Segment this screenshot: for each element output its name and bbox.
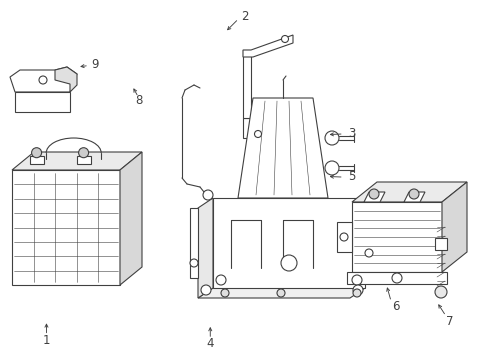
Text: 3: 3 xyxy=(347,127,355,140)
Circle shape xyxy=(325,161,338,175)
Text: 5: 5 xyxy=(347,170,355,183)
Polygon shape xyxy=(441,182,466,272)
Circle shape xyxy=(351,275,361,285)
Text: 4: 4 xyxy=(206,337,214,350)
Circle shape xyxy=(352,285,362,295)
Polygon shape xyxy=(363,192,384,202)
Circle shape xyxy=(39,76,47,84)
Polygon shape xyxy=(213,198,364,288)
Polygon shape xyxy=(434,238,446,250)
Polygon shape xyxy=(346,272,446,284)
Circle shape xyxy=(325,131,338,145)
Circle shape xyxy=(364,249,372,257)
Circle shape xyxy=(408,189,418,199)
Circle shape xyxy=(434,286,446,298)
Text: 1: 1 xyxy=(42,334,50,347)
Polygon shape xyxy=(12,170,120,285)
Polygon shape xyxy=(30,156,43,164)
Polygon shape xyxy=(403,192,424,202)
Circle shape xyxy=(79,148,88,158)
Text: 8: 8 xyxy=(135,94,143,107)
Circle shape xyxy=(32,148,41,158)
Circle shape xyxy=(281,255,296,271)
Polygon shape xyxy=(336,222,351,252)
Polygon shape xyxy=(238,98,327,198)
Polygon shape xyxy=(243,50,250,118)
Circle shape xyxy=(203,190,213,200)
Polygon shape xyxy=(10,67,77,92)
Circle shape xyxy=(254,130,261,138)
Circle shape xyxy=(216,275,225,285)
Polygon shape xyxy=(55,67,77,92)
Polygon shape xyxy=(15,92,70,112)
Polygon shape xyxy=(198,198,213,298)
Polygon shape xyxy=(12,152,142,170)
Polygon shape xyxy=(351,182,466,202)
Circle shape xyxy=(221,289,228,297)
Polygon shape xyxy=(351,202,441,272)
Polygon shape xyxy=(120,152,142,285)
Circle shape xyxy=(201,285,210,295)
Circle shape xyxy=(391,273,401,283)
Polygon shape xyxy=(243,35,292,57)
Circle shape xyxy=(190,259,198,267)
Text: 9: 9 xyxy=(91,58,99,71)
Circle shape xyxy=(339,233,347,241)
Polygon shape xyxy=(77,156,90,164)
Polygon shape xyxy=(364,208,372,268)
Polygon shape xyxy=(243,118,267,138)
Circle shape xyxy=(276,289,285,297)
Polygon shape xyxy=(198,288,364,298)
Circle shape xyxy=(352,289,360,297)
Text: 2: 2 xyxy=(240,10,248,23)
Text: 6: 6 xyxy=(391,300,399,313)
Polygon shape xyxy=(190,208,198,278)
Text: 7: 7 xyxy=(445,315,453,328)
Circle shape xyxy=(281,36,288,42)
Circle shape xyxy=(368,189,378,199)
